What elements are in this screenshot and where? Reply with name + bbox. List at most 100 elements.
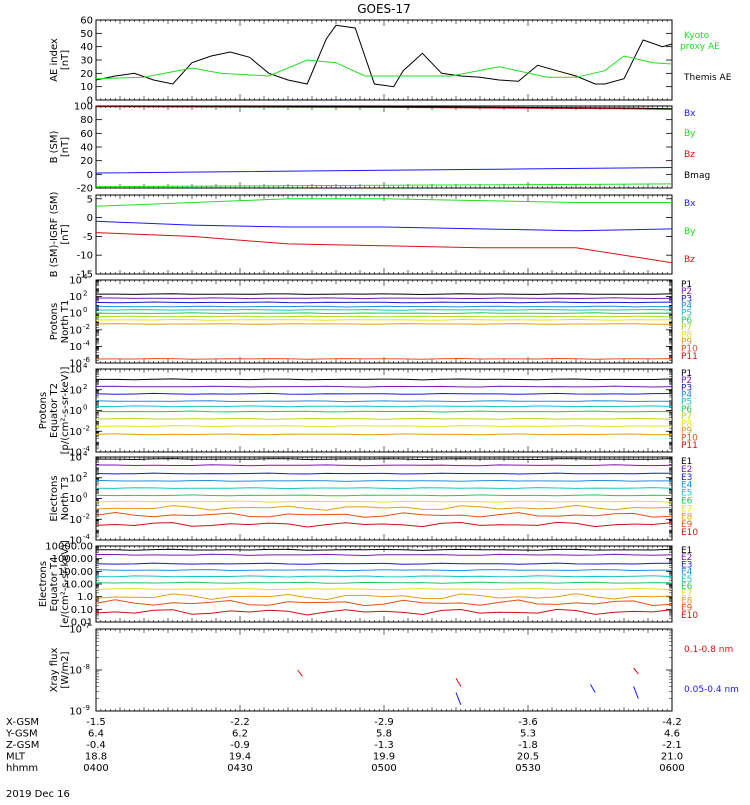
- panel-ee-ytick-1: 0.10: [71, 605, 93, 616]
- panel-bsm-legend-0: Bx: [684, 109, 696, 119]
- panel-pe-legend-1: P2: [681, 376, 692, 386]
- panel-en-ytick-2: 10: [69, 494, 82, 505]
- panel-pe-series-1: [95, 385, 673, 388]
- panel-pn-ytick-1: 10: [69, 342, 82, 353]
- panel-ee-series-3: [95, 569, 673, 572]
- panel-bsm-series-0: [95, 167, 673, 174]
- panel-ae-legend-kyoto-2: proxy AE: [680, 42, 720, 52]
- panel-en-series-5: [95, 494, 673, 497]
- ephem-value-4-1: 0430: [227, 763, 252, 774]
- panel-pn-ytick-exp-3: 0: [83, 306, 87, 314]
- panel-pn-series-4: [95, 308, 673, 311]
- panel-ae-ytick-4: 40: [80, 42, 93, 53]
- panel-pn-ytick-0: 10: [69, 359, 82, 370]
- panel-xray-red-seg-2: [633, 667, 639, 675]
- figure-title: GOES-17: [357, 2, 411, 16]
- panel-pe-legend-4: P5: [681, 398, 692, 408]
- panel-bigrf-ylabel-1: [nT]: [60, 224, 71, 244]
- panel-pn-legend-9: P10: [681, 345, 698, 355]
- panel-en-series-3: [95, 479, 672, 482]
- panel-bsm-ylabel-1: [nT]: [60, 137, 71, 157]
- panel-en-ytick-exp-3: 2: [83, 471, 87, 479]
- panel-bsm-ylabel-0: B (SM): [49, 130, 60, 163]
- panel-xray-ylabel-0: Xray flux: [49, 648, 60, 693]
- panel-xray-ytick-exp-2: -7: [83, 622, 90, 630]
- panel-ee-series-2: [95, 562, 673, 565]
- panel-pe-series-7: [95, 425, 673, 428]
- panel-ae-legend-themis: Themis AE: [683, 73, 732, 83]
- panel-xray-ytick-0: 10: [69, 707, 82, 718]
- panel-pe-ytick-exp-1: -2: [83, 424, 90, 432]
- panel-en-legend-9: E10: [681, 528, 698, 538]
- panel-ee-series-4: [95, 575, 673, 578]
- panel-pn-series-2: [95, 301, 673, 304]
- panel-en-ytick-exp-0: -4: [83, 533, 91, 541]
- panel-bigrf-ytick-1: -10: [77, 251, 93, 262]
- panel-en-series-8: [95, 511, 673, 518]
- panel-en-ytick-0: 10: [69, 536, 82, 547]
- ephem-value-1-0: 6.4: [88, 729, 104, 740]
- panel-ee-legend-8: E9: [681, 604, 693, 614]
- panel-pn-series-5: [95, 312, 673, 315]
- panel-ae-ylabel-0: AE index: [49, 38, 60, 82]
- panel-ee-legend-3: E4: [681, 568, 693, 578]
- panel-pn-series-7: [95, 318, 673, 321]
- panel-bigrf-legend-0: Bx: [684, 199, 696, 209]
- panel-ae-frame: [95, 19, 673, 101]
- panel-pn-ytick-exp-5: 4: [83, 273, 88, 281]
- panel-bsm-ytick-3: 40: [80, 143, 93, 154]
- ephem-value-3-2: 19.9: [373, 752, 395, 763]
- panel-xray-ytick-1: 10: [69, 666, 82, 677]
- panel-pe-frame: [95, 368, 673, 453]
- panel-ae-legend-kyoto-1: Kyoto: [684, 31, 710, 41]
- panel-en-series-0: [96, 458, 673, 461]
- panel-ae-ytick-0: 0: [87, 96, 93, 107]
- panel-pe-legend-9: P10: [681, 434, 698, 444]
- panel-pn-legend-8: P9: [681, 337, 692, 347]
- panel-pn-legend-10: P11: [681, 352, 698, 362]
- panel-bigrf-frame: [95, 194, 673, 275]
- ephem-value-2-0: -0.4: [86, 740, 106, 751]
- panel-xray-red-seg-1: [455, 677, 462, 687]
- panel-pe-legend-7: P8: [681, 419, 692, 429]
- panel-ae-ytick-2: 20: [80, 69, 93, 80]
- panel-en-series-7: [95, 504, 673, 511]
- panel-pe-series-2: [95, 392, 673, 395]
- panel-ee-legend-5: E6: [681, 582, 693, 592]
- panel-pn-ytick-4: 10: [69, 292, 82, 303]
- ephem-value-0-0: -1.5: [86, 717, 106, 728]
- ephemeris-table: X-GSM -1.5 -2.2 -2.9 -3.6 -4.2 Y-GSM 6.4 6.2 5.8 5…: [5, 717, 685, 774]
- panel-xray-frame: [95, 628, 673, 712]
- panel-pe-ytick-exp-0: -4: [83, 445, 91, 453]
- panel-ee-ytick-3: 10.00: [64, 580, 93, 591]
- panel-ee-ylabel-2: [e/(cm²-s-sr-keV)]: [60, 540, 71, 628]
- panel-ee-series-0: [96, 548, 673, 551]
- panel-bsm-ytick-4: 60: [80, 129, 93, 140]
- panel-pe-legend-5: P6: [681, 405, 692, 415]
- ephem-value-2-4: -2.1: [662, 740, 682, 751]
- panel-ee-legend-7: E8: [681, 596, 693, 606]
- panel-bsm-series-3: [95, 105, 673, 110]
- panel-pe-ytick-3: 10: [69, 385, 82, 396]
- panel-ee-ytick-2: 1.0: [77, 592, 93, 603]
- panel-en-legend-5: E6: [681, 497, 693, 507]
- panel-en-ylabel-1: North T3: [60, 477, 71, 521]
- panel-en-series-4: [95, 487, 673, 490]
- panel-pn-series-1: [96, 297, 673, 300]
- panel-en-series-9: [95, 521, 673, 528]
- panel-pn-ytick-2: 10: [69, 325, 82, 336]
- ephem-value-3-0: 18.8: [85, 752, 107, 763]
- panel-pn-legend-0: P1: [681, 280, 692, 290]
- ephem-value-3-4: 21.0: [661, 752, 683, 763]
- panel-bsm-legend-1: By: [684, 129, 696, 139]
- panel-en-ytick-4: 10: [69, 453, 82, 464]
- panel-ee-ylabel-1: Equator T4: [49, 557, 60, 612]
- panel-en-series-1: [96, 464, 673, 467]
- panel-ee-ytick-4: 100.00: [58, 567, 93, 578]
- panel-en-series-2: [95, 472, 673, 475]
- ephem-label-3: MLT: [6, 752, 26, 763]
- panel-pn-ytick-exp-2: -2: [83, 323, 90, 331]
- panel-en-ytick-exp-1: -2: [83, 512, 90, 520]
